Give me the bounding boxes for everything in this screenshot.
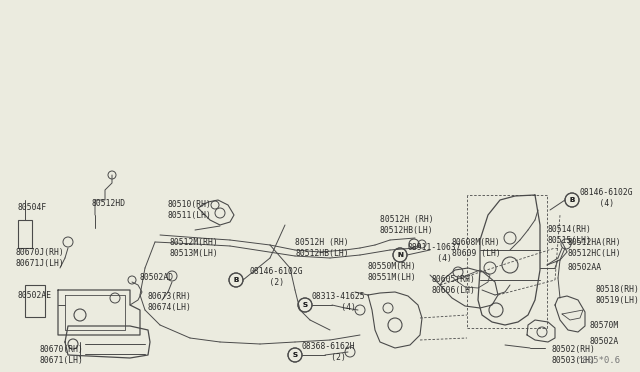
Text: ^805*0.6: ^805*0.6 [578, 356, 621, 365]
Text: S: S [292, 352, 298, 358]
Text: 80514(RH)
80515(LH): 80514(RH) 80515(LH) [548, 225, 592, 245]
Text: S: S [303, 302, 307, 308]
Text: 80512HA(RH)
80512HC(LH): 80512HA(RH) 80512HC(LH) [568, 238, 621, 258]
Text: 80512H (RH)
80512HB(LH): 80512H (RH) 80512HB(LH) [295, 238, 349, 258]
Text: 80504F: 80504F [18, 203, 47, 212]
Text: S: S [303, 302, 307, 308]
Text: 80502(RH)
80503(LH): 80502(RH) 80503(LH) [552, 345, 596, 365]
Text: 08313-41625
      (4): 08313-41625 (4) [312, 292, 365, 312]
Text: 80512H (RH)
80512HB(LH): 80512H (RH) 80512HB(LH) [380, 215, 434, 235]
Text: B: B [570, 197, 575, 203]
Text: B: B [234, 277, 239, 283]
Text: 80670J(RH)
80671J(LH): 80670J(RH) 80671J(LH) [15, 248, 64, 268]
Text: N: N [397, 252, 403, 258]
Text: 80512M(RH)
80513M(LH): 80512M(RH) 80513M(LH) [170, 238, 219, 258]
Text: 08146-6102G
    (4): 08146-6102G (4) [580, 188, 634, 208]
Text: B: B [570, 197, 575, 203]
Text: 80605(RH)
80606(LH): 80605(RH) 80606(LH) [432, 275, 476, 295]
Text: 08368-6162H
      (2): 08368-6162H (2) [302, 342, 356, 362]
Text: 08146-6102G
    (2): 08146-6102G (2) [250, 267, 303, 287]
Text: 80510(RH)
80511(LH): 80510(RH) 80511(LH) [168, 200, 212, 220]
Text: 80518(RH)
80519(LH): 80518(RH) 80519(LH) [596, 285, 640, 305]
Text: 80502AD: 80502AD [140, 273, 174, 282]
Bar [18, 220, 32, 248]
Text: S: S [292, 352, 298, 358]
Text: 08911-10637
      (4): 08911-10637 (4) [408, 243, 461, 263]
Text: 80502A: 80502A [590, 337, 620, 346]
Text: 80502AA: 80502AA [568, 263, 602, 273]
Text: 80570M: 80570M [590, 321, 620, 330]
Text: 80512HD: 80512HD [92, 199, 126, 208]
Text: 80608M(RH)
80609 (LH): 80608M(RH) 80609 (LH) [452, 238, 500, 258]
Text: 80502AE: 80502AE [18, 291, 52, 299]
Text: 80673(RH)
80674(LH): 80673(RH) 80674(LH) [148, 292, 192, 312]
Text: N: N [397, 252, 403, 258]
Text: 80670(RH)
80671(LH): 80670(RH) 80671(LH) [40, 345, 84, 365]
Text: 80550M(RH)
80551M(LH): 80550M(RH) 80551M(LH) [368, 262, 417, 282]
Text: B: B [234, 277, 239, 283]
Bar [25, 285, 45, 317]
